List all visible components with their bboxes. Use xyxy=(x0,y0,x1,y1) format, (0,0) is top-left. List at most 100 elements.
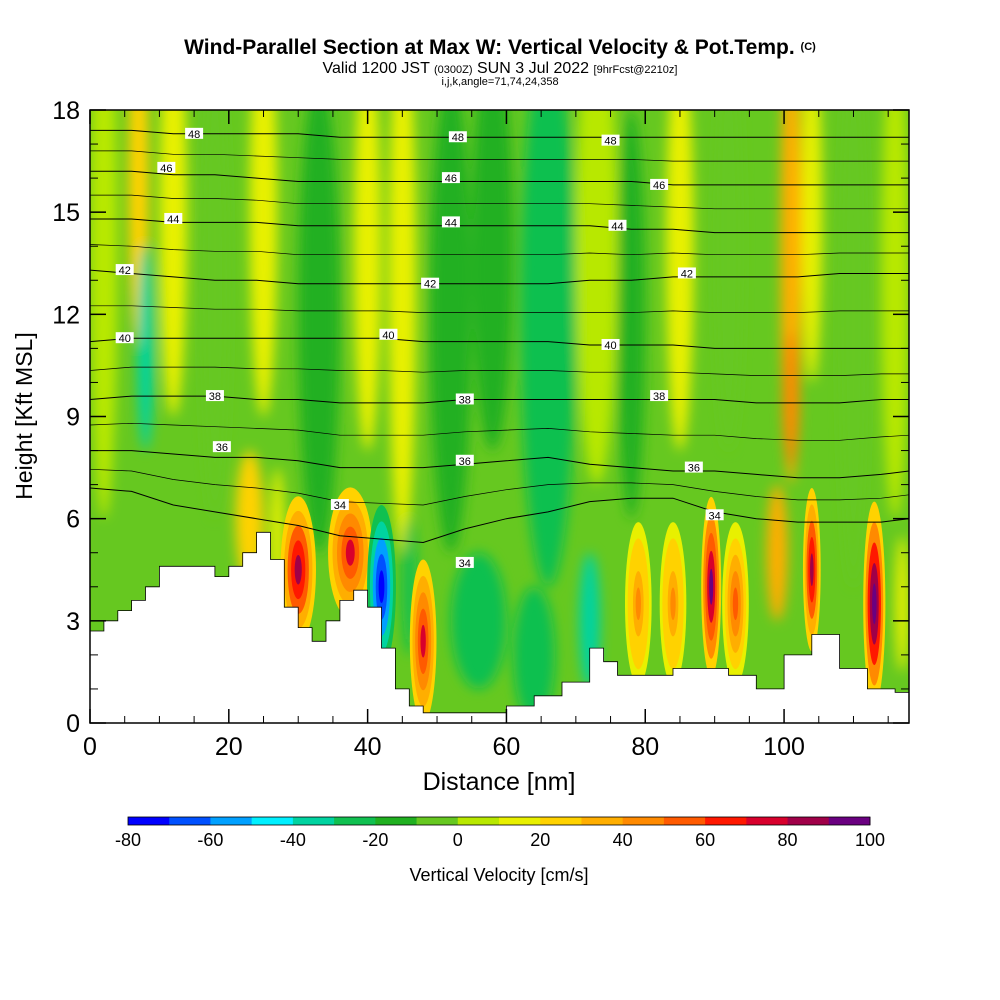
contour-label-text: 44 xyxy=(445,217,457,229)
contour-label-text: 44 xyxy=(611,221,623,233)
velocity-streak xyxy=(714,110,743,451)
contour-label-box xyxy=(115,264,134,276)
contour-label: 48 xyxy=(185,127,204,141)
x-tick-label: 60 xyxy=(493,733,521,761)
velocity-streak xyxy=(895,535,909,672)
colorbar-tick-label: -40 xyxy=(280,830,306,850)
contour-label-text: 40 xyxy=(604,340,616,352)
contour-label-box xyxy=(455,454,474,466)
colorbar-tick-label: -60 xyxy=(197,830,223,850)
updraft-cell xyxy=(872,583,877,625)
velocity-streak xyxy=(353,110,382,451)
y-tick-label: 15 xyxy=(52,199,80,227)
colorbar-tick-label: 100 xyxy=(855,830,885,850)
contour-label: 38 xyxy=(205,390,224,403)
contour-label-box xyxy=(421,277,440,289)
contour-label-text: 38 xyxy=(209,391,221,403)
contour-label-box xyxy=(601,134,620,146)
y-tick-label: 9 xyxy=(66,404,80,432)
theta-contour-minor xyxy=(90,150,909,162)
contour-label: 34 xyxy=(330,499,349,512)
theta-contour-38 xyxy=(90,395,909,404)
velocity-streak xyxy=(137,246,154,451)
contour-label-text: 46 xyxy=(653,180,665,192)
x-tick-label: 20 xyxy=(215,733,243,761)
updraft-cells xyxy=(280,487,886,723)
contour-label-text: 36 xyxy=(459,456,471,468)
contour-label: 34 xyxy=(705,509,724,522)
contour-label-box xyxy=(115,332,134,344)
contour-label-box xyxy=(330,499,349,511)
colorbar-swatch xyxy=(828,817,871,825)
colorbar-swatch xyxy=(746,817,789,825)
colorbar-swatch xyxy=(292,817,335,825)
contour-label-text: 48 xyxy=(452,132,464,144)
velocity-streak xyxy=(201,110,229,519)
theta-contour-42 xyxy=(90,269,909,285)
velocity-streak xyxy=(575,110,618,485)
contour-label-box xyxy=(448,131,467,143)
contour-label-text: 36 xyxy=(216,442,228,454)
contour-label-text: 40 xyxy=(119,333,131,345)
contour-label: 40 xyxy=(379,328,398,342)
colorbar-tick-label: 0 xyxy=(453,830,463,850)
colorbar: -80 -60 -40 -20 0 20 40 60 80 100 xyxy=(115,816,885,850)
y-tick-label: 6 xyxy=(66,506,80,534)
colorbar-swatch xyxy=(540,817,582,825)
colorbar-label: Vertical Velocity [cm/s] xyxy=(409,865,588,885)
velocity-streak xyxy=(159,110,188,417)
colorbar-swatch xyxy=(375,817,418,825)
contour-label-box xyxy=(441,172,460,184)
contour-label: 38 xyxy=(650,390,669,403)
contour-label-box xyxy=(650,390,669,402)
colorbar-tick-label: 40 xyxy=(613,830,633,850)
colorbar-swatch xyxy=(499,817,541,825)
y-tick-label: 12 xyxy=(52,301,80,329)
colorbar-swatch xyxy=(581,817,624,825)
colorbar-frame xyxy=(127,816,871,826)
contour-label: 36 xyxy=(684,461,703,475)
colorbar-tick-label: -80 xyxy=(115,830,141,850)
contour-label: 40 xyxy=(601,338,620,352)
contour-label: 42 xyxy=(421,277,440,291)
colorbar-swatch xyxy=(169,817,211,825)
contour-label-box xyxy=(684,461,703,473)
updraft-cell xyxy=(709,568,714,605)
x-tick-label: 0 xyxy=(83,733,97,761)
colorbar-swatch xyxy=(663,817,706,825)
colorbar-tick-label: 80 xyxy=(778,830,798,850)
contour-label: 44 xyxy=(608,219,627,233)
velocity-streak xyxy=(388,110,417,553)
colorbar-tick-label: 60 xyxy=(695,830,715,850)
contour-label-box xyxy=(455,556,474,568)
theta-contour-40 xyxy=(90,337,909,349)
y-axis-label: Height [Kft MSL] xyxy=(11,332,37,499)
chart-title: Wind-Parallel Section at Max W: Vertical… xyxy=(184,36,816,59)
theta-contour-minor xyxy=(90,305,909,313)
y-tick-label: 3 xyxy=(66,608,80,636)
colorbar-swatch xyxy=(705,817,747,825)
contour-label-text: 44 xyxy=(167,214,179,226)
velocity-streak xyxy=(298,110,340,553)
velocity-streak xyxy=(617,110,646,519)
theta-contour-46 xyxy=(90,170,909,186)
contour-label: 34 xyxy=(455,556,474,570)
contour-label: 46 xyxy=(650,178,669,192)
theta-contours xyxy=(90,129,909,544)
colorbar-swatch xyxy=(787,817,830,825)
contour-label: 46 xyxy=(157,161,176,175)
contour-label-box xyxy=(650,178,669,190)
contour-label-text: 42 xyxy=(681,268,693,280)
theta-contour-36 xyxy=(90,450,909,479)
contour-label-box xyxy=(157,161,176,173)
velocity-streak xyxy=(520,110,576,587)
updraft-cell xyxy=(635,587,641,621)
contour-label-box xyxy=(705,509,724,521)
contour-label-text: 40 xyxy=(382,330,394,342)
colorbar-tick-label: -20 xyxy=(362,830,388,850)
contour-label: 38 xyxy=(455,393,474,406)
contour-label: 44 xyxy=(441,216,460,229)
velocity-streak xyxy=(249,110,278,417)
contour-label-text: 34 xyxy=(459,558,471,570)
